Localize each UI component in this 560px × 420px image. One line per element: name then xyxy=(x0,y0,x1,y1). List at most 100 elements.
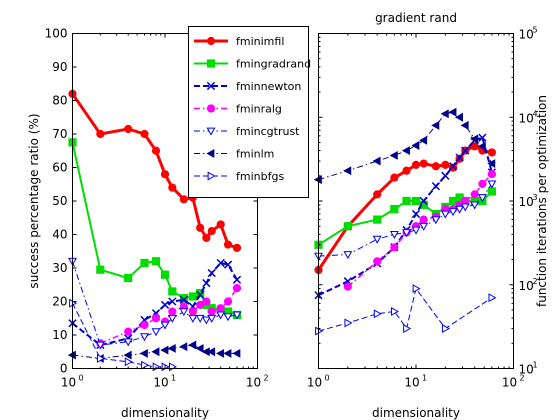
data-point-fminbfgs xyxy=(124,357,133,367)
data-point-fminnewton xyxy=(202,278,211,288)
x-tick-exponent: 1 xyxy=(171,374,176,383)
data-point-fminimfil xyxy=(487,148,496,157)
data-point-fminimfil xyxy=(441,160,450,169)
data-point-fminralg xyxy=(196,300,205,309)
data-point-fminralg xyxy=(202,297,211,306)
data-point-fminralg xyxy=(232,284,242,293)
y-tick-label: 10 xyxy=(519,28,534,42)
y-tick-label: 80 xyxy=(52,94,67,108)
y-tick-label: 30 xyxy=(52,261,67,275)
series-fminimfil xyxy=(68,89,242,252)
data-point-fmincgtrust xyxy=(160,321,170,330)
data-point-fmingradrand xyxy=(411,196,421,206)
data-point-fmincgtrust xyxy=(167,314,177,323)
data-point-fmincgtrust xyxy=(207,314,217,323)
y-tick-label: 0 xyxy=(60,362,68,376)
y-tick-exponent: 2 xyxy=(533,277,538,286)
data-point-fmincgtrust xyxy=(195,314,205,323)
data-point-fminimfil xyxy=(419,159,428,168)
y-tick-label: 10 xyxy=(519,363,534,377)
right-y-axis-label: function iterations per optimization xyxy=(535,95,549,307)
data-point-fminbfgs xyxy=(441,324,450,333)
data-point-fmingradrand xyxy=(160,270,170,279)
x-tick-exponent: 2 xyxy=(264,374,269,383)
data-point-fmincgtrust xyxy=(455,205,465,214)
data-point-fmincgtrust xyxy=(223,313,233,322)
x-tick-exponent: 1 xyxy=(422,374,427,383)
data-point-fminimfil xyxy=(124,124,133,134)
y-tick-label: 10 xyxy=(519,279,534,293)
data-point-fminnewton xyxy=(455,153,464,162)
data-point-fminbfgs xyxy=(373,309,382,319)
right-chart-title: gradient rand xyxy=(375,11,457,25)
legend-marker-fminlm xyxy=(206,149,215,158)
data-point-fminlm xyxy=(448,107,457,117)
data-point-fminimfil xyxy=(431,162,441,171)
data-point-fminlm xyxy=(411,141,420,150)
data-point-fminimfil xyxy=(232,243,242,252)
data-point-fmincgtrust xyxy=(201,316,211,325)
data-point-fminimfil xyxy=(216,220,225,229)
data-point-fmincgtrust xyxy=(402,229,412,238)
data-point-fminralg xyxy=(478,179,487,189)
data-point-fminnewton xyxy=(216,258,225,268)
x-tick-label: 10 xyxy=(61,376,76,390)
legend-label: fminimfil xyxy=(236,35,284,48)
data-point-fminimfil xyxy=(411,160,421,169)
data-point-fmincgtrust xyxy=(95,341,105,350)
data-point-fminlm xyxy=(470,134,479,144)
data-point-fminnewton xyxy=(223,260,233,269)
y-tick-label: 60 xyxy=(52,161,67,175)
data-point-fminnewton xyxy=(448,162,458,171)
data-point-fminimfil xyxy=(373,190,382,199)
data-point-fminbfgs xyxy=(344,318,353,328)
data-point-fmincgtrust xyxy=(216,311,226,320)
y-tick-label: 10 xyxy=(519,111,534,125)
data-point-fminlm xyxy=(343,166,352,176)
legend-marker-fminralg xyxy=(206,104,216,113)
data-point-fmingradrand xyxy=(196,289,205,298)
y-tick-exponent: 5 xyxy=(533,26,538,35)
data-point-fminralg xyxy=(140,320,149,330)
data-point-fminlm xyxy=(188,340,197,350)
legend-marker-fmingradrand xyxy=(206,59,216,68)
data-point-fminlm xyxy=(223,348,232,358)
series-fmincgtrust xyxy=(314,180,497,261)
data-point-fmincgtrust xyxy=(487,180,497,189)
data-point-fmincgtrust xyxy=(440,210,450,219)
y-tick-label: 40 xyxy=(52,228,67,242)
x-tick-label: 10 xyxy=(502,376,517,390)
data-point-fminbfgs xyxy=(488,293,497,303)
x-tick-label: 10 xyxy=(153,376,168,390)
x-tick-exponent: 0 xyxy=(79,374,84,383)
data-point-fmingradrand xyxy=(188,292,197,301)
y-tick-exponent: 4 xyxy=(533,109,538,118)
series-line-fminlm xyxy=(318,111,493,181)
data-point-fminimfil xyxy=(151,146,161,155)
series-fmincgtrust xyxy=(68,257,242,350)
x-tick-label: 10 xyxy=(246,376,261,390)
data-point-fmincgtrust xyxy=(431,216,441,225)
data-point-fmingradrand xyxy=(140,258,149,268)
data-point-fminimfil xyxy=(202,233,211,242)
data-point-fminnewton xyxy=(441,171,450,180)
data-point-fminnewton xyxy=(207,268,216,278)
data-point-fminnewton xyxy=(196,290,205,299)
data-point-fmingradrand xyxy=(373,215,382,224)
data-point-fminbfgs xyxy=(403,324,412,333)
data-point-fmincgtrust xyxy=(179,308,189,317)
x-tick-exponent: 2 xyxy=(520,374,525,383)
data-point-fminbfgs xyxy=(412,284,421,294)
data-point-fmincgtrust xyxy=(188,314,198,323)
data-point-fmincgtrust xyxy=(151,328,161,337)
data-point-fminlm xyxy=(151,347,160,357)
data-point-fmingradrand xyxy=(402,196,411,206)
data-point-fminlm xyxy=(389,150,398,160)
y-tick-label: 10 xyxy=(519,195,534,209)
data-point-fminralg xyxy=(343,282,352,291)
data-point-fmingradrand xyxy=(96,265,105,274)
data-point-fminimfil xyxy=(207,227,216,236)
data-point-fmincgtrust xyxy=(343,251,353,260)
data-point-fminlm xyxy=(160,345,169,355)
data-point-fmincgtrust xyxy=(419,222,429,231)
